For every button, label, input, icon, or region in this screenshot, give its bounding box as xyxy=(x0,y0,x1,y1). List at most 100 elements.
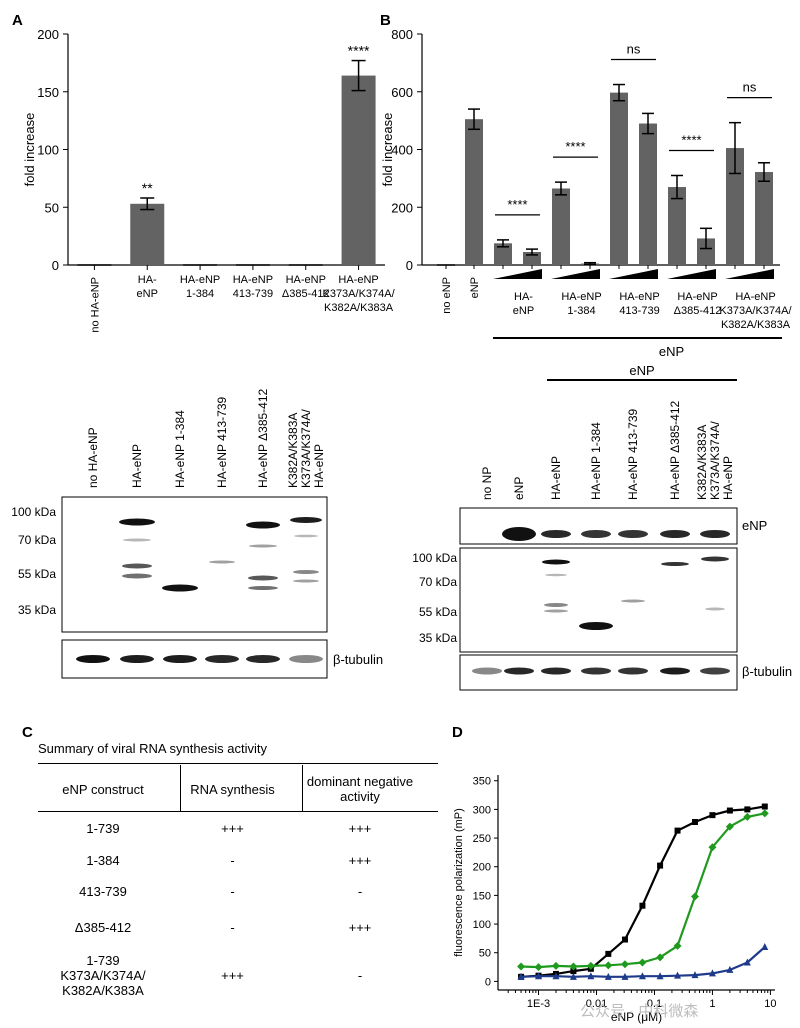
row-dominant-negative: - xyxy=(357,884,363,899)
loading-label: β-tubulin xyxy=(742,664,792,679)
x-tick-label: no eNP xyxy=(441,277,453,314)
y-tick-label: 150 xyxy=(37,85,59,100)
bar xyxy=(552,188,570,265)
x-tick-label: no HA-eNP xyxy=(89,277,101,333)
protein-band xyxy=(162,584,198,592)
y-tick-label: 600 xyxy=(391,85,413,100)
bar xyxy=(341,75,376,265)
protein-band xyxy=(293,570,319,574)
lane-label: HA-eNP xyxy=(130,444,144,488)
x-tick-label: HA-eNP xyxy=(180,274,220,286)
data-point xyxy=(552,972,560,980)
row-rna-synthesis: - xyxy=(230,853,235,868)
eNP-bracket-label: eNP xyxy=(659,344,684,359)
protein-band xyxy=(542,559,570,565)
lane-label: HA-eNP 1-384 xyxy=(173,410,187,488)
data-point xyxy=(570,968,577,975)
protein-band xyxy=(618,530,648,538)
panel-label-a: A xyxy=(12,12,23,29)
western-blot-a: no HA-eNP HA-eNP HA-eNP 1-384 HA-eNP 413-73… xyxy=(11,388,383,679)
protein-band xyxy=(246,655,280,663)
data-point xyxy=(744,806,751,813)
protein-band xyxy=(289,655,323,663)
protein-band xyxy=(293,579,319,583)
y-axis-label: fold increase xyxy=(22,113,37,187)
row-dominant-negative: +++ xyxy=(348,920,372,935)
data-point xyxy=(535,972,543,980)
x-tick-label: Δ385-412 xyxy=(282,288,330,300)
x-tick-label: 1-384 xyxy=(186,288,214,300)
x-group-label: HA- xyxy=(514,291,533,303)
row-construct: 413-739 xyxy=(79,884,127,899)
x-tick-label: HA-eNP xyxy=(338,274,378,286)
protein-band xyxy=(545,573,567,577)
y-axis-label: fluorescence polarization (mP) xyxy=(453,808,465,957)
protein-band xyxy=(581,667,611,675)
lane-label: eNP xyxy=(512,477,526,500)
header-rna-synthesis: RNA synthesis xyxy=(190,782,275,797)
bar xyxy=(697,238,715,265)
protein-band xyxy=(541,667,571,675)
table-title: Summary of viral RNA synthesis activity xyxy=(38,741,268,756)
data-point xyxy=(534,963,543,972)
enp-blot-label: eNP xyxy=(742,518,767,533)
eNP-bracket-label: eNP xyxy=(629,363,654,378)
x-tick-label: 0.01 xyxy=(586,998,607,1010)
x-group-label: HA-eNP xyxy=(619,291,659,303)
protein-band xyxy=(701,556,729,562)
y-tick-label: 150 xyxy=(473,890,491,902)
data-point xyxy=(586,961,595,970)
marker-label: 35 kDa xyxy=(18,603,56,617)
header-dominant-negative: dominant negative activity xyxy=(306,774,414,804)
data-point xyxy=(657,862,664,869)
data-point xyxy=(761,943,769,950)
protein-band xyxy=(504,667,534,675)
y-tick-label: 0 xyxy=(485,976,491,988)
lane-label: K373A/K374A/ xyxy=(299,409,313,488)
data-point xyxy=(551,961,560,970)
significance-label: ** xyxy=(142,180,153,196)
protein-band xyxy=(579,622,613,630)
x-tick-label: 1 xyxy=(709,998,715,1010)
bar xyxy=(668,187,686,265)
chart-a-fold-increase: 0 50 100 150 200 fold increase no HA-eNP ** HA-e… xyxy=(22,27,396,333)
table-col-divider xyxy=(180,765,181,811)
header-construct: eNP construct xyxy=(62,782,144,797)
protein-band xyxy=(163,655,197,663)
chart-b-fold-increase: 0 200 400 600 800 fold increase no eNP eNP **** H… xyxy=(380,27,793,359)
x-group-label: HA-eNP xyxy=(561,291,601,303)
protein-band xyxy=(122,563,152,569)
x-tick-label: 0.1 xyxy=(647,998,662,1010)
data-point xyxy=(690,892,699,901)
lane-label: HA-eNP xyxy=(721,456,735,500)
protein-band xyxy=(661,562,689,566)
bar xyxy=(130,203,165,265)
panel-label-d: D xyxy=(452,724,463,741)
data-point xyxy=(743,958,751,966)
data-point xyxy=(708,843,717,852)
data-point xyxy=(517,972,525,980)
x-tick-label: K382A/K383A xyxy=(324,302,394,314)
dose-triangle xyxy=(725,269,774,279)
lane-label: HA-eNP xyxy=(312,444,326,488)
x-group-label: eNP xyxy=(513,305,534,317)
row-dominant-negative: +++ xyxy=(348,821,372,836)
row-rna-synthesis: - xyxy=(230,884,235,899)
marker-label: 55 kDa xyxy=(18,567,56,581)
table-col-divider xyxy=(302,765,303,811)
protein-band xyxy=(660,530,690,538)
bar xyxy=(755,172,773,265)
dose-triangle xyxy=(551,269,600,279)
data-point xyxy=(743,812,752,821)
x-tick-label: K373A/K374A/ xyxy=(322,288,395,300)
lane-label: K373A/K374A/ xyxy=(708,421,722,500)
protein-band xyxy=(249,544,277,548)
significance-label: **** xyxy=(681,132,701,147)
x-group-label: K382A/K383A xyxy=(721,319,791,331)
x-group-label: 1-384 xyxy=(567,305,595,317)
protein-band xyxy=(502,527,536,541)
data-point xyxy=(761,803,768,810)
table-top-rule xyxy=(38,763,438,764)
data-point xyxy=(638,958,647,967)
data-point xyxy=(517,962,526,971)
